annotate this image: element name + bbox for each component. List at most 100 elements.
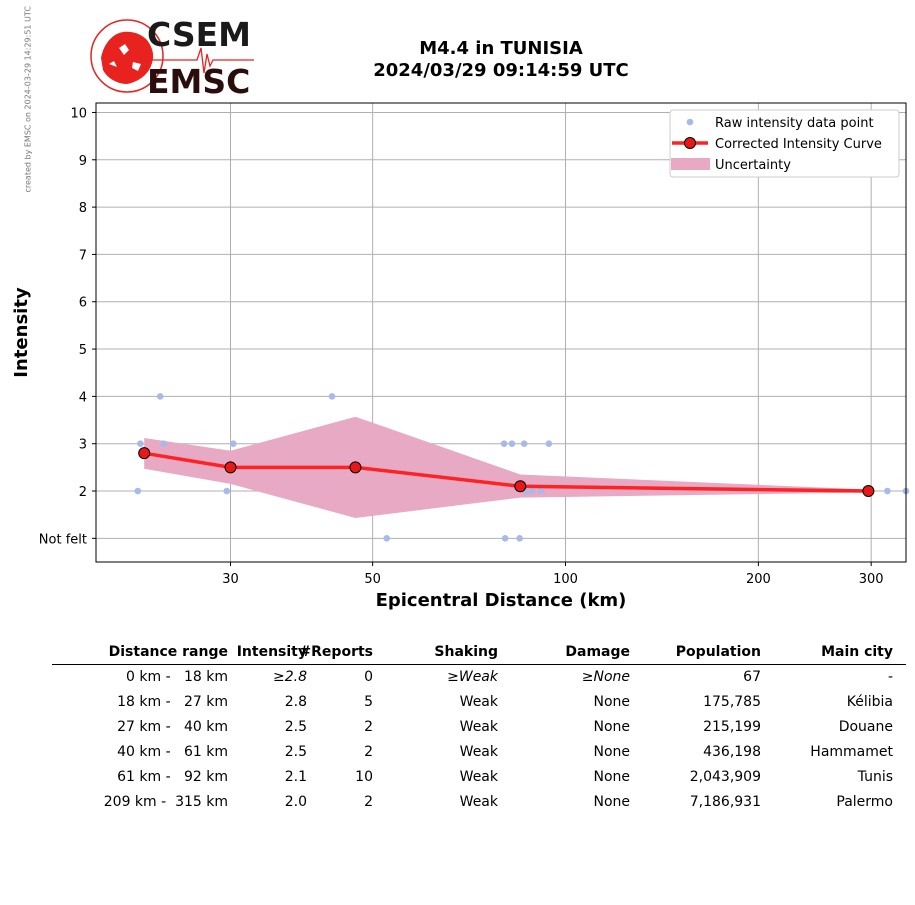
x-tick-label: 100 (553, 572, 578, 587)
y-tick-label: 5 (79, 343, 87, 358)
table-header: Distance range Intensity #Reports Shaking Da… (52, 640, 906, 665)
logo-text-csem: CSEM (147, 18, 251, 54)
table-cell-population: 215,199 (703, 719, 761, 735)
table-header-cell: Intensity (236, 644, 307, 660)
corrected-intensity-marker (224, 461, 237, 474)
table-cell-reports: 10 (355, 769, 373, 785)
table-row: 18 km - 27 km 2.8 5 Weak None 175,785 Kélibia (52, 690, 906, 715)
legend-line-marker (684, 137, 696, 149)
table-cell-shaking: Weak (459, 794, 498, 810)
table-cell-damage: None (593, 794, 630, 810)
table-cell-reports: 5 (364, 694, 373, 710)
raw-data-point (328, 393, 336, 400)
legend-raw-marker (686, 118, 694, 126)
legend-entry: Raw intensity data point (715, 116, 874, 131)
chart-legend: Raw intensity data point Corrected Intens… (669, 109, 900, 178)
table-row: 0 km - 18 km ≥2.8 0 ≥Weak ≥None 67 - (52, 665, 906, 690)
table-cell-reports: 0 (364, 669, 373, 685)
table-cell-reports: 2 (364, 744, 373, 760)
table-cell-damage: None (593, 769, 630, 785)
table-cell-damage: ≥None (581, 669, 630, 685)
raw-data-point (516, 535, 523, 542)
table-cell-intensity: 2.0 (284, 794, 307, 810)
raw-data-point (520, 440, 528, 448)
legend-box (669, 109, 900, 178)
table-cell-population: 67 (743, 669, 761, 685)
raw-data-point (500, 440, 508, 448)
table-cell-intensity: 2.5 (284, 719, 307, 735)
emsc-logo-graphic: CSEM EMSC (90, 15, 254, 101)
intensity-table: Distance range Intensity #Reports Shaking Da… (52, 640, 906, 815)
chart-title-line1: M4.4 in TUNISIA (419, 38, 583, 59)
table-cell-range: 0 km - 18 km (126, 669, 228, 685)
raw-data-point (223, 487, 231, 495)
table-cell-range: 27 km - 40 km (117, 719, 228, 735)
table-row: 27 km - 40 km 2.5 2 Weak None 215,199 Douane (52, 715, 906, 740)
table-cell-city: Hammamet (810, 744, 893, 760)
table-cell-range: 61 km - 92 km (117, 769, 228, 785)
y-tick-label: Not felt (39, 532, 87, 547)
table-cell-reports: 2 (364, 719, 373, 735)
raw-data-point (383, 535, 391, 542)
table-body: 0 km - 18 km ≥2.8 0 ≥Weak ≥None 67 - 18 km - 27… (52, 665, 906, 815)
table-cell-shaking: Weak (459, 694, 498, 710)
raw-data-point (501, 535, 509, 542)
x-tick-label: 300 (859, 572, 884, 587)
logo-text-emsc: EMSC (147, 62, 250, 98)
table-cell-intensity: 2.5 (284, 744, 307, 760)
corrected-intensity-marker (514, 480, 527, 493)
table-cell-city: Tunis (857, 769, 893, 785)
table-row: 209 km - 315 km 2.0 2 Weak None 7,186,931 Pale… (52, 790, 906, 815)
table-cell-population: 2,043,909 (689, 769, 761, 785)
y-tick-label: 10 (70, 106, 87, 121)
emsc-logo: CSEM EMSC (89, 15, 259, 101)
raw-data-point (134, 487, 142, 495)
chart-title-line2: 2024/03/29 09:14:59 UTC (373, 60, 629, 81)
x-tick-label: 30 (222, 572, 239, 587)
y-tick-label: 4 (79, 390, 87, 405)
legend-entry: Uncertainty (715, 158, 791, 173)
y-tick-label: 6 (79, 296, 87, 311)
corrected-intensity-marker (862, 485, 875, 498)
table-cell-population: 7,186,931 (689, 794, 761, 810)
raw-data-point (545, 440, 553, 448)
table-cell-city: Douane (838, 719, 893, 735)
table-header-cell: Distance range (108, 644, 228, 660)
x-axis-label: Epicentral Distance (km) (376, 590, 627, 611)
raw-data-point (156, 393, 164, 400)
table-cell-shaking: Weak (459, 719, 498, 735)
table-cell-city: Palermo (836, 794, 893, 810)
raw-data-point (508, 440, 516, 448)
table-cell-shaking: ≥Weak (447, 669, 498, 685)
uncertainty-band (144, 416, 869, 518)
table-cell-range: 209 km - 315 km (103, 794, 228, 810)
raw-data-point (884, 487, 891, 495)
table-cell-damage: None (593, 694, 630, 710)
x-tick-label: 200 (746, 572, 771, 587)
table-row: 40 km - 61 km 2.5 2 Weak None 436,198 Hammamet (52, 740, 906, 765)
y-tick-label: 2 (79, 485, 87, 500)
y-tick-label: 7 (79, 248, 87, 263)
raw-data-point (537, 487, 545, 495)
table-row: 61 km - 92 km 2.1 10 Weak None 2,043,909 Tunis (52, 765, 906, 790)
legend-band-swatch (671, 158, 710, 170)
raw-data-point (528, 487, 536, 495)
x-tick-label: 50 (364, 572, 381, 587)
table-cell-intensity: ≥2.8 (273, 669, 307, 685)
table-cell-damage: None (593, 744, 630, 760)
table-cell-city: - (887, 669, 893, 685)
table-header-cell: Damage (565, 644, 630, 660)
y-tick-label: 9 (79, 154, 87, 169)
intensity-chart: Not felt 2 3 4 5 6 7 8 9 10 30 50 100 200 300 Epicentra… (11, 102, 910, 611)
legend-entry: Corrected Intensity Curve (715, 137, 882, 152)
table-cell-shaking: Weak (459, 744, 498, 760)
y-tick-label: 8 (79, 201, 87, 216)
y-tick-label: 3 (79, 438, 87, 453)
corrected-intensity-marker (349, 461, 362, 474)
table-cell-range: 18 km - 27 km (117, 694, 228, 710)
table-cell-intensity: 2.8 (284, 694, 307, 710)
table-cell-reports: 2 (364, 794, 373, 810)
table-cell-city: Kélibia (846, 694, 893, 710)
table-header-cell: Main city (821, 644, 893, 660)
table-cell-population: 436,198 (703, 744, 761, 760)
